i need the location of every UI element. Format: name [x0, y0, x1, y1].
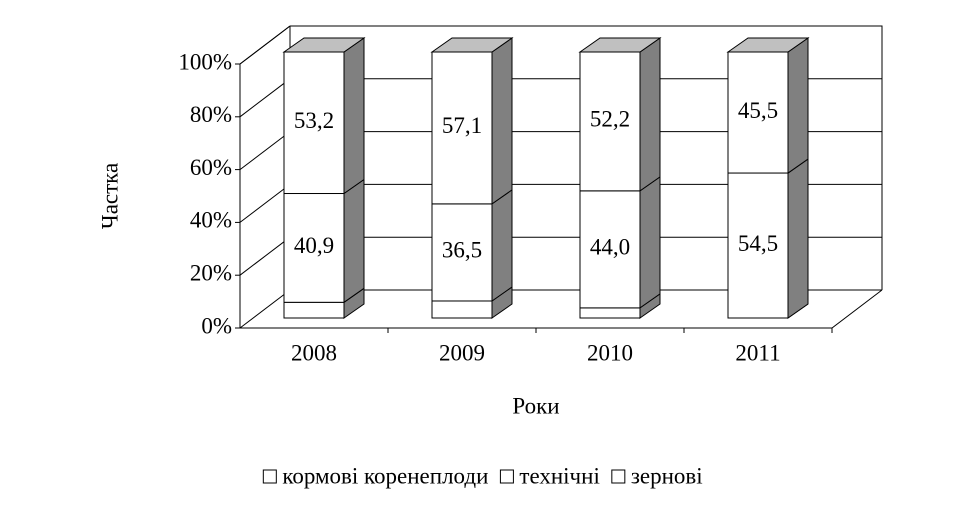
bar-side	[343, 37, 365, 195]
bar-front	[283, 301, 345, 319]
x-tick-label: 2010	[587, 340, 633, 365]
bar-side	[491, 37, 513, 205]
bar-segment	[578, 37, 662, 192]
data-label: 40,9	[294, 233, 334, 258]
bar-segment	[283, 287, 365, 319]
bar-front	[431, 300, 493, 319]
grid-line-side	[239, 131, 291, 170]
bar-segment	[726, 37, 810, 174]
y-axis-title: Частка	[97, 163, 122, 229]
y-tick-label: 20%	[190, 260, 232, 285]
bar-side	[639, 37, 661, 192]
grid-line-side	[239, 289, 291, 329]
y-tick-label: 40%	[190, 208, 232, 233]
bar-front	[727, 51, 789, 174]
bar-front	[727, 172, 789, 319]
x-axis-title: Роки	[512, 393, 559, 418]
bar-segment	[282, 37, 366, 195]
bar-segment	[579, 175, 661, 309]
data-label: 57,1	[442, 113, 482, 138]
bar-side	[343, 178, 365, 304]
data-label: 52,2	[590, 107, 630, 132]
data-label: 53,2	[294, 108, 334, 133]
y-tick-label: 60%	[190, 155, 232, 180]
data-label: 44,0	[590, 235, 630, 260]
data-label: 45,5	[738, 98, 778, 123]
bar-side	[787, 37, 809, 174]
data-label: 36,5	[442, 238, 482, 263]
bar-segment	[579, 292, 661, 319]
bar-top	[726, 37, 810, 53]
legend-label: кормові коренеплоди	[282, 463, 488, 488]
x-tick-label: 2009	[439, 340, 485, 365]
data-label: 54,5	[738, 231, 778, 256]
legend-swatch	[611, 469, 626, 484]
bar-front	[283, 193, 345, 303]
bar-segment	[430, 37, 514, 205]
bar-front	[579, 51, 641, 192]
y-tick-label: 80%	[190, 102, 232, 127]
bar-top	[430, 37, 514, 53]
grid-line-side	[239, 236, 291, 276]
bar-side	[639, 175, 661, 309]
legend-label: технічні	[519, 463, 599, 488]
legend-swatch	[499, 469, 514, 484]
grid-line-side	[239, 78, 291, 118]
x-tick-label: 2008	[291, 340, 337, 365]
bar-top	[578, 37, 662, 53]
bar-segment	[431, 188, 513, 302]
bar-front	[579, 190, 641, 309]
bar-segment	[283, 178, 365, 304]
x-tick-label: 2011	[735, 340, 780, 365]
bar-top	[282, 37, 366, 53]
legend: кормові коренеплоди технічні зернові	[262, 463, 703, 488]
bar-segment	[727, 158, 809, 319]
bar-front	[579, 307, 641, 319]
legend-swatch	[262, 469, 277, 484]
bar-side	[491, 188, 513, 302]
grid-line-side	[239, 25, 291, 65]
bar-front	[431, 203, 493, 302]
legend-label: зернові	[631, 463, 703, 488]
y-tick-label: 100%	[178, 49, 232, 74]
y-tick-label: 0%	[201, 313, 232, 338]
bar-side	[787, 158, 809, 319]
grid-line-side	[239, 184, 291, 223]
